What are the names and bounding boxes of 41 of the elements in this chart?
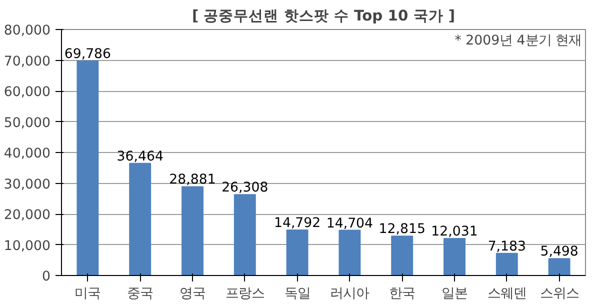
y-tick-label: 70,000	[4, 54, 51, 70]
bar	[234, 194, 256, 276]
y-tick-label: 20,000	[4, 208, 51, 223]
y-tick-label: 80,000	[4, 24, 51, 38]
bar	[548, 258, 570, 276]
x-tick-label: 프랑스	[225, 286, 264, 302]
bar	[76, 60, 99, 276]
bar	[129, 162, 152, 276]
bar	[338, 230, 361, 276]
y-tick-label: 0	[42, 270, 51, 284]
x-tick-label: 독일	[284, 286, 310, 302]
data-label: 28,881	[169, 172, 216, 188]
data-label: 12,031	[431, 224, 478, 240]
x-tick-label: 영국	[180, 286, 206, 302]
y-tick-label: 60,000	[4, 85, 51, 100]
data-label: 12,815	[378, 222, 426, 238]
x-tick-label: 미국	[74, 286, 101, 302]
bar	[182, 186, 204, 276]
y-tick-label: 30,000	[4, 177, 51, 192]
x-tick-label: 러시아	[330, 286, 370, 302]
x-tick-label: 한국	[389, 286, 416, 302]
bar	[391, 236, 414, 276]
annotation: * 2009년 4분기 현재	[454, 34, 582, 48]
x-tick-label: 스위스	[540, 286, 579, 302]
y-tick-label: 50,000	[4, 116, 51, 131]
data-label: 7,183	[488, 239, 526, 254]
x-tick-label: 중국	[127, 286, 154, 302]
data-label: 26,308	[222, 180, 268, 196]
data-label: 69,786	[64, 46, 112, 62]
bar	[286, 230, 308, 276]
chart-title: [ 공중무선랜 핫스팟 수 Top 10 국가 ]	[192, 8, 456, 24]
data-label: 14,792	[274, 216, 321, 232]
data-label: 5,498	[540, 244, 578, 260]
y-tick-label: 40,000	[4, 146, 51, 162]
data-label: 14,704	[326, 216, 374, 232]
x-tick-label: 스웨덴	[487, 286, 526, 302]
x-tick-label: 일본	[442, 286, 468, 302]
bar	[444, 238, 466, 276]
y-tick-label: 10,000	[4, 238, 51, 254]
data-label: 36,464	[116, 149, 164, 164]
bar	[496, 252, 518, 276]
